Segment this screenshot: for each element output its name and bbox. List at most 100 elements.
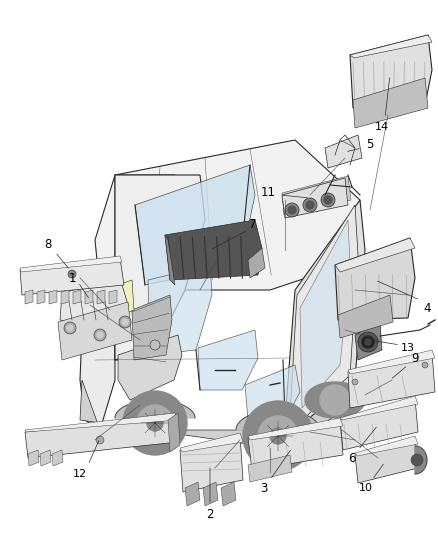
Polygon shape bbox=[350, 35, 432, 58]
Polygon shape bbox=[20, 258, 124, 295]
Polygon shape bbox=[325, 135, 362, 168]
Polygon shape bbox=[245, 365, 300, 420]
Polygon shape bbox=[353, 78, 428, 128]
Polygon shape bbox=[115, 175, 180, 360]
Polygon shape bbox=[282, 178, 348, 218]
Text: 1: 1 bbox=[68, 271, 76, 285]
Circle shape bbox=[362, 336, 374, 348]
Polygon shape bbox=[61, 290, 69, 304]
Circle shape bbox=[321, 193, 335, 207]
Polygon shape bbox=[118, 335, 182, 400]
Polygon shape bbox=[282, 176, 351, 215]
Polygon shape bbox=[248, 418, 343, 440]
Polygon shape bbox=[185, 482, 200, 506]
Circle shape bbox=[64, 322, 76, 334]
Circle shape bbox=[97, 332, 103, 338]
Polygon shape bbox=[165, 220, 262, 280]
Text: 14: 14 bbox=[375, 122, 389, 132]
Text: 2: 2 bbox=[206, 508, 214, 521]
Polygon shape bbox=[80, 380, 356, 450]
Polygon shape bbox=[80, 290, 115, 430]
Polygon shape bbox=[73, 290, 81, 304]
Circle shape bbox=[288, 206, 296, 214]
Polygon shape bbox=[290, 205, 358, 425]
Text: 3: 3 bbox=[260, 481, 268, 495]
Polygon shape bbox=[340, 398, 418, 450]
Polygon shape bbox=[285, 200, 365, 430]
Polygon shape bbox=[180, 435, 243, 492]
Circle shape bbox=[96, 436, 104, 444]
Polygon shape bbox=[58, 302, 132, 360]
Polygon shape bbox=[355, 322, 382, 360]
Circle shape bbox=[411, 454, 423, 466]
Polygon shape bbox=[300, 220, 350, 408]
Text: 4: 4 bbox=[423, 302, 431, 314]
Text: 5: 5 bbox=[366, 138, 374, 150]
Polygon shape bbox=[25, 290, 33, 304]
Polygon shape bbox=[95, 140, 360, 290]
Polygon shape bbox=[135, 165, 255, 285]
Circle shape bbox=[365, 339, 371, 345]
Circle shape bbox=[243, 401, 313, 471]
Polygon shape bbox=[348, 350, 435, 374]
Circle shape bbox=[150, 340, 160, 350]
Polygon shape bbox=[355, 436, 418, 456]
Circle shape bbox=[306, 201, 314, 209]
Polygon shape bbox=[305, 382, 365, 418]
Polygon shape bbox=[20, 256, 122, 272]
Polygon shape bbox=[25, 413, 178, 432]
Polygon shape bbox=[198, 330, 258, 390]
Polygon shape bbox=[97, 290, 105, 304]
Circle shape bbox=[94, 329, 106, 341]
Polygon shape bbox=[355, 438, 418, 483]
Polygon shape bbox=[85, 290, 93, 304]
Polygon shape bbox=[37, 290, 45, 304]
Polygon shape bbox=[25, 415, 178, 458]
Polygon shape bbox=[52, 450, 63, 466]
Polygon shape bbox=[415, 446, 427, 474]
Polygon shape bbox=[118, 280, 134, 315]
Circle shape bbox=[123, 391, 187, 455]
Polygon shape bbox=[168, 413, 180, 452]
Polygon shape bbox=[115, 175, 205, 360]
Circle shape bbox=[352, 379, 358, 385]
Polygon shape bbox=[148, 265, 212, 355]
Polygon shape bbox=[40, 450, 51, 466]
Polygon shape bbox=[109, 290, 117, 304]
Polygon shape bbox=[28, 450, 39, 466]
Text: 8: 8 bbox=[44, 238, 52, 251]
Circle shape bbox=[68, 270, 76, 278]
Text: 13: 13 bbox=[401, 343, 415, 353]
Circle shape bbox=[258, 416, 298, 456]
Circle shape bbox=[122, 319, 128, 325]
Polygon shape bbox=[236, 410, 320, 430]
Circle shape bbox=[324, 196, 332, 204]
Polygon shape bbox=[203, 482, 218, 506]
Circle shape bbox=[303, 198, 317, 212]
Polygon shape bbox=[221, 482, 236, 506]
Polygon shape bbox=[115, 400, 195, 418]
Text: 12: 12 bbox=[73, 469, 87, 479]
Polygon shape bbox=[335, 238, 415, 272]
Polygon shape bbox=[335, 238, 415, 320]
Circle shape bbox=[320, 385, 350, 415]
Polygon shape bbox=[180, 433, 243, 452]
Polygon shape bbox=[340, 396, 418, 420]
Polygon shape bbox=[248, 455, 292, 482]
Polygon shape bbox=[348, 352, 435, 408]
Circle shape bbox=[358, 332, 378, 352]
Polygon shape bbox=[338, 295, 393, 338]
Circle shape bbox=[119, 316, 131, 328]
Polygon shape bbox=[132, 295, 172, 360]
Polygon shape bbox=[248, 420, 343, 470]
Polygon shape bbox=[60, 278, 128, 330]
Polygon shape bbox=[49, 290, 57, 304]
Circle shape bbox=[422, 362, 428, 368]
Polygon shape bbox=[350, 35, 432, 108]
Polygon shape bbox=[248, 248, 265, 278]
Text: 10: 10 bbox=[359, 483, 373, 493]
Polygon shape bbox=[165, 235, 175, 285]
Text: 6: 6 bbox=[348, 451, 356, 464]
Text: 11: 11 bbox=[261, 187, 276, 199]
Circle shape bbox=[67, 325, 73, 331]
